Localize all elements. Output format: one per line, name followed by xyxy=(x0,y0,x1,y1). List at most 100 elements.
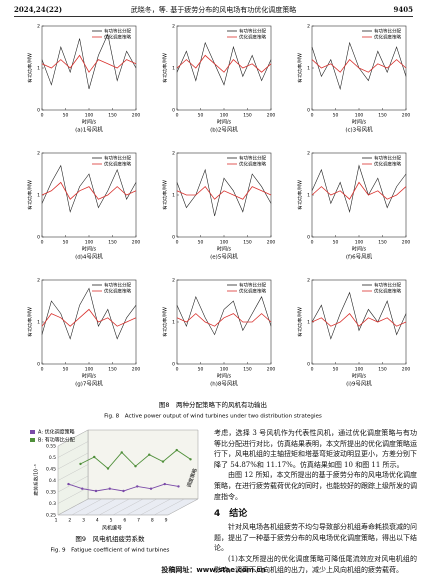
grid-line xyxy=(57,498,89,516)
plot-frame xyxy=(176,25,272,111)
y-axis-label: 疲劳系数/10⁻³ xyxy=(33,464,40,495)
x-tick-label: 50 xyxy=(63,113,69,119)
x-tick-label: 1 xyxy=(55,518,58,524)
y-axis-label: 有功功率/MW xyxy=(162,180,169,210)
grid-line xyxy=(57,487,89,504)
subfigure-caption: (b)2号风机 xyxy=(210,126,238,134)
x-tick-label: 200 xyxy=(402,240,411,246)
series-line xyxy=(311,291,407,340)
x-tick-label: 150 xyxy=(243,113,252,119)
legend-swatch xyxy=(30,438,35,442)
y-tick-label: 0 xyxy=(172,108,175,114)
point xyxy=(81,487,84,490)
x-tick-label: 100 xyxy=(355,240,364,246)
x-tick-label: 50 xyxy=(63,367,69,373)
x-tick-label: 200 xyxy=(402,113,411,119)
legend-label: 有功等比分配 xyxy=(374,155,401,162)
y-tick-label: 2 xyxy=(307,278,310,284)
y-tick-label: 1 xyxy=(307,66,310,72)
x-tick-label: 7 xyxy=(137,518,140,524)
grid-line xyxy=(112,498,144,516)
y-tick-label: 1 xyxy=(307,320,310,326)
subfigure-caption: (f)6号风机 xyxy=(346,253,373,261)
legend-label: B: 有功等比分配 xyxy=(38,437,75,444)
grid-line xyxy=(57,452,89,470)
x-tick-label: 200 xyxy=(267,240,276,246)
legend-label: A: 优化调度策略 xyxy=(38,429,75,436)
x-tick-label: 150 xyxy=(243,367,252,373)
y-tick-label: 2 xyxy=(172,24,175,30)
series-line xyxy=(176,295,272,336)
y-axis-label: 有功功率/MW xyxy=(297,180,304,210)
legend-label: 优化调度策略 xyxy=(374,34,401,41)
plot-frame xyxy=(176,279,272,365)
y-tick-label: 0.25 xyxy=(46,513,56,519)
x-tick-label: 150 xyxy=(243,240,252,246)
y-tick-label: 0 xyxy=(37,235,40,241)
x-tick-label: 5 xyxy=(110,518,113,524)
legend-label: 优化调度策略 xyxy=(239,34,266,41)
series-line xyxy=(176,313,272,327)
point xyxy=(149,487,153,490)
x-tick-label: 150 xyxy=(108,367,117,373)
x-tick-label: 50 xyxy=(198,113,204,119)
y-tick-label: 2 xyxy=(307,151,310,157)
series-line xyxy=(41,33,137,90)
fig9-caption: 图9 风电机组疲劳系数 xyxy=(75,534,145,543)
y-tick-label: 2 xyxy=(172,151,175,157)
fig9-caption-en: Fig. 9 Fatigue coefficient of wind turbi… xyxy=(51,548,170,554)
point xyxy=(106,467,110,470)
x-tick-label: 200 xyxy=(132,113,141,119)
x-tick-label: 200 xyxy=(402,367,411,373)
legend-label: 有功等比分配 xyxy=(239,282,266,289)
fig8-caption: 图8 两种分配策略下的风机有功输出 xyxy=(159,400,267,409)
point xyxy=(94,489,98,493)
y-tick-label: 0.55 xyxy=(46,444,56,450)
legend-label: 优化调度策略 xyxy=(104,34,131,41)
y-tick-label: 2 xyxy=(37,151,40,157)
x-tick-label: 50 xyxy=(198,240,204,246)
y-tick-label: 1 xyxy=(37,66,40,72)
y-axis-label: 有功功率/MW xyxy=(297,307,304,337)
point xyxy=(189,458,192,461)
x-tick-label: 2 xyxy=(68,518,71,524)
subfigure-caption: (h)8号风机 xyxy=(210,380,238,388)
x-tick-label: 50 xyxy=(63,240,69,246)
x-tick-label: 200 xyxy=(132,240,141,246)
series-line xyxy=(41,54,137,73)
point xyxy=(134,465,137,468)
legend-label: 有功等比分配 xyxy=(374,28,401,35)
grid-line xyxy=(57,429,89,447)
y-tick-label: 2 xyxy=(37,24,40,30)
paragraph: 考虑，选择 3 号风机作为代表性风机，通过优化调度策略与有功等比分配进行对比，仿… xyxy=(214,429,417,469)
subfigure-caption: (i)9号风机 xyxy=(346,380,372,388)
y-tick-label: 0.45 xyxy=(46,467,56,473)
x-axis-label: 时间/s xyxy=(352,246,367,253)
grid-line xyxy=(154,498,185,516)
legend-label: 优化调度策略 xyxy=(239,161,266,168)
grid-line xyxy=(71,498,102,516)
footer: 投稿网址：www.stae.com.cn xyxy=(161,566,266,574)
series-line xyxy=(311,313,407,327)
plot-frame xyxy=(41,25,137,111)
subfigure-caption: (d)4号风机 xyxy=(75,253,103,261)
paragraph: 针对风电场各机组疲劳不均匀导致部分机组寿命耗损衰减的问题，提出了一种基于疲劳分布… xyxy=(214,523,417,553)
legend-label: 优化调度策略 xyxy=(374,161,401,168)
legend-label: 优化调度策略 xyxy=(104,288,131,295)
point xyxy=(120,451,123,454)
volume: 2024,24(22) xyxy=(14,5,63,14)
x-tick-label: 4 xyxy=(96,518,99,524)
x-tick-label: 100 xyxy=(220,113,229,119)
point xyxy=(136,485,139,488)
legend-swatch xyxy=(30,430,35,434)
point xyxy=(108,487,111,490)
point xyxy=(161,460,165,463)
x-tick-label: 100 xyxy=(85,367,94,373)
y-tick-label: 1 xyxy=(172,320,175,326)
x-axis-label: 时间/s xyxy=(352,119,367,126)
point xyxy=(93,455,96,459)
series-line xyxy=(41,308,137,327)
y-axis-label: 有功功率/MW xyxy=(27,53,34,83)
text-column: 考虑，选择 3 号风机作为代表性风机，通过优化调度策略与有功等比分配进行对比，仿… xyxy=(214,428,417,575)
